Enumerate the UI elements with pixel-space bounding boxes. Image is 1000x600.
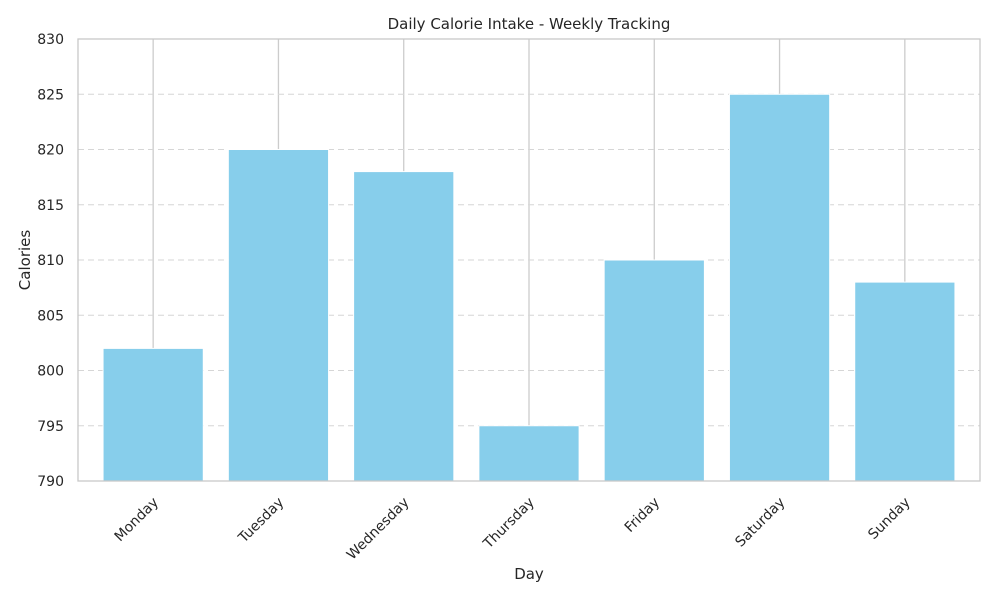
chart-title: Daily Calorie Intake - Weekly Tracking <box>388 15 671 33</box>
x-tick-label: Tuesday <box>235 495 287 547</box>
x-tick-label: Sunday <box>865 495 913 543</box>
bar-monday <box>102 347 204 482</box>
y-tick-label: 805 <box>37 308 64 324</box>
plot-frame <box>77 38 981 482</box>
y-tick-label: 795 <box>37 419 64 435</box>
y-tick-label: 825 <box>37 87 64 103</box>
x-tick-label: Friday <box>622 495 663 536</box>
x-tick-label: Thursday <box>480 495 538 553</box>
y-tick-label: 810 <box>37 253 64 269</box>
y-tick-label: 800 <box>37 364 64 380</box>
x-tick-label: Monday <box>112 495 162 545</box>
y-tick-label: 815 <box>37 198 64 214</box>
x-axis-label: Day <box>514 565 544 583</box>
bar-tuesday <box>227 149 330 482</box>
bar-sunday <box>854 281 956 482</box>
bars-layer <box>102 93 956 482</box>
y-tick-label: 790 <box>37 474 64 490</box>
bar-saturday <box>728 93 831 482</box>
y-tick-label: 820 <box>37 143 64 159</box>
y-tick-label: 830 <box>37 32 64 48</box>
bar-friday <box>603 259 705 482</box>
y-axis-label: Calories <box>16 230 34 291</box>
x-tick-label: Saturday <box>732 495 788 551</box>
grid-layer <box>78 39 980 481</box>
bar-thursday <box>478 425 580 482</box>
bar-wednesday <box>353 171 455 482</box>
x-tick-label: Wednesday <box>344 495 413 564</box>
